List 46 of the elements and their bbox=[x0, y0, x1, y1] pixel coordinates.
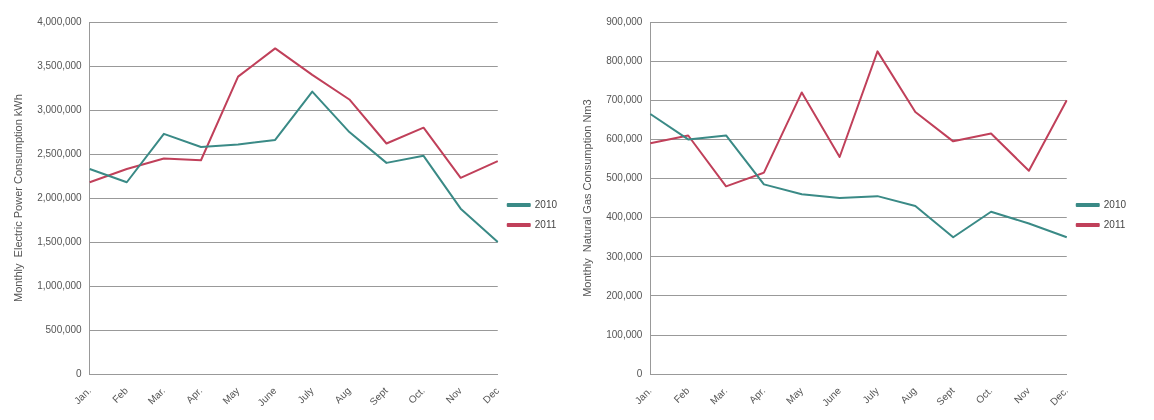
y-axis-title: Monthly Natural Gas Consumption Nm3 bbox=[580, 99, 593, 297]
x-tick-label: Jan. bbox=[71, 385, 94, 407]
x-tick-label: May bbox=[783, 385, 806, 407]
y-tick-label: 1,000,000 bbox=[37, 279, 83, 291]
y-tick-label: 100,000 bbox=[606, 328, 643, 340]
x-tick-label: Apr. bbox=[746, 385, 768, 406]
x-tick-label: Nov bbox=[1011, 385, 1033, 406]
y-tick-label: 600,000 bbox=[606, 133, 643, 145]
x-tick-label: Oct. bbox=[973, 385, 995, 406]
x-tick-label: May bbox=[220, 385, 242, 407]
y-tick-label: 0 bbox=[76, 367, 83, 379]
x-tick-label: Mar. bbox=[707, 385, 730, 407]
x-tick-label: Feb bbox=[110, 384, 131, 405]
x-tick-label: Aug bbox=[332, 385, 353, 406]
y-tick-label: 3,000,000 bbox=[37, 103, 83, 115]
y-tick-label: 2,000,000 bbox=[37, 191, 83, 203]
x-tick-label: Apr. bbox=[183, 385, 205, 406]
y-tick-label: 4,000,000 bbox=[37, 15, 83, 27]
x-tick-label: Jan. bbox=[632, 385, 654, 407]
x-tick-label: Dec. bbox=[1047, 385, 1071, 408]
y-tick-label: 2,500,000 bbox=[37, 147, 83, 159]
y-tick-label: 0 bbox=[636, 367, 643, 379]
x-tick-label: Mar. bbox=[145, 385, 168, 407]
y-tick-label: 700,000 bbox=[606, 94, 643, 106]
y-tick-label: 3,500,000 bbox=[37, 59, 83, 71]
y-tick-label: 1,500,000 bbox=[37, 235, 83, 247]
x-tick-label: Feb bbox=[671, 384, 692, 405]
x-tick-label: Oct. bbox=[406, 385, 427, 406]
y-tick-label: 500,000 bbox=[45, 323, 83, 335]
y-tick-label: 300,000 bbox=[606, 250, 643, 262]
y-tick-label: 500,000 bbox=[606, 172, 643, 184]
y-tick-label: 200,000 bbox=[606, 289, 643, 301]
x-tick-label: July bbox=[295, 385, 316, 406]
x-tick-label: July bbox=[860, 385, 881, 406]
x-tick-label: Aug bbox=[898, 385, 919, 406]
y-tick-label: 900,000 bbox=[606, 15, 643, 27]
legend-label: 2010 bbox=[534, 198, 558, 210]
legend-label: 2011 bbox=[1103, 218, 1126, 230]
x-tick-label: June bbox=[255, 384, 279, 409]
y-tick-label: 400,000 bbox=[606, 211, 643, 223]
x-tick-label: Dec bbox=[480, 385, 502, 406]
x-tick-label: Nov bbox=[443, 385, 465, 406]
y-tick-label: 800,000 bbox=[606, 54, 643, 66]
legend-label: 2011 bbox=[534, 218, 557, 230]
legend-label: 2010 bbox=[1103, 198, 1127, 210]
y-axis-title: Monthly Electric Power Consumption kWh bbox=[11, 94, 24, 303]
